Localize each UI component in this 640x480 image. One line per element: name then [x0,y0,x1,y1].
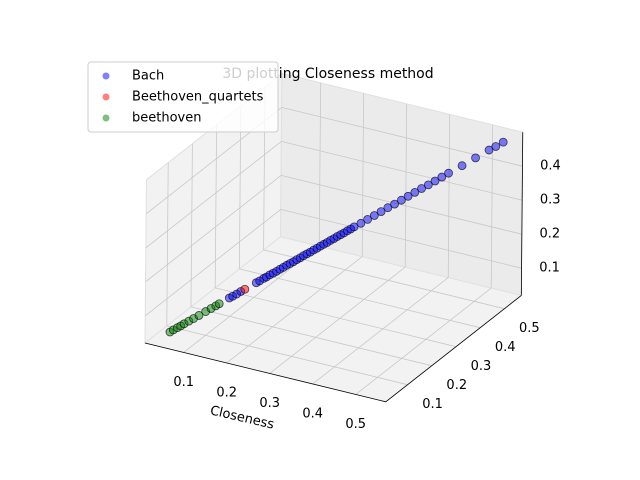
grid-line [269,266,406,374]
y-tick-label: 0.2 [446,378,467,393]
legend-marker [102,93,110,101]
z-tick-label: 0.2 [540,227,561,242]
point [457,161,467,171]
axis-line [144,342,386,403]
z-tick-label: 0.4 [540,159,561,174]
grid-line [280,209,522,269]
point [484,145,494,155]
grid-line [145,175,282,283]
axes: 0.10.20.30.40.50.10.20.30.40.50.10.20.30… [144,132,561,432]
legend-marker [102,114,110,122]
point [417,184,426,193]
point [390,199,399,209]
y-tick-label: 0.3 [471,359,492,374]
point [349,222,359,232]
point [214,299,224,309]
point [356,218,366,228]
z-tick-label: 0.1 [539,261,560,276]
grid-line [355,287,492,395]
legend-label: beethoven [132,111,201,126]
point [491,142,501,151]
axis-line [385,295,522,403]
axis-line [520,132,524,296]
grid-line [312,277,449,385]
legend-label: Beethoven_quartets [132,90,264,105]
point [410,187,420,197]
x-tick-label: 0.3 [259,396,280,411]
grid-line [166,325,408,386]
x-tick-label: 0.4 [302,406,323,421]
x-tick-label: 0.2 [216,385,237,400]
y-tick-label: 0.1 [422,397,443,412]
point [369,211,379,220]
point [423,180,433,190]
grid-line [145,141,282,249]
point [194,311,204,320]
grid-line [226,256,363,364]
x-tick-label: 0.5 [345,417,366,432]
legend-box [87,61,279,133]
x-tick-label: 0.1 [173,375,194,390]
legend-label: Bach [132,69,164,84]
point [376,207,386,216]
grid-line [144,209,282,317]
points [165,137,508,337]
grid-line [281,141,523,201]
point [403,191,413,201]
z-tick-label: 0.3 [540,193,561,208]
grid-line [215,287,457,348]
point [437,172,447,182]
legend: Bach Beethoven_quartets beethoven [87,61,279,133]
point [396,195,406,205]
point [383,203,393,213]
point [498,137,508,147]
grid-line [190,306,432,367]
grid-line [239,268,481,329]
panes [143,72,524,403]
point [430,176,440,186]
point [240,284,250,294]
grid-line [281,107,523,167]
y-tick-label: 0.5 [519,321,540,336]
point [363,215,373,224]
point [444,168,453,178]
grid-line [280,175,522,235]
y-tick-label: 0.4 [495,340,516,355]
legend-marker [102,72,110,80]
point [471,153,480,163]
